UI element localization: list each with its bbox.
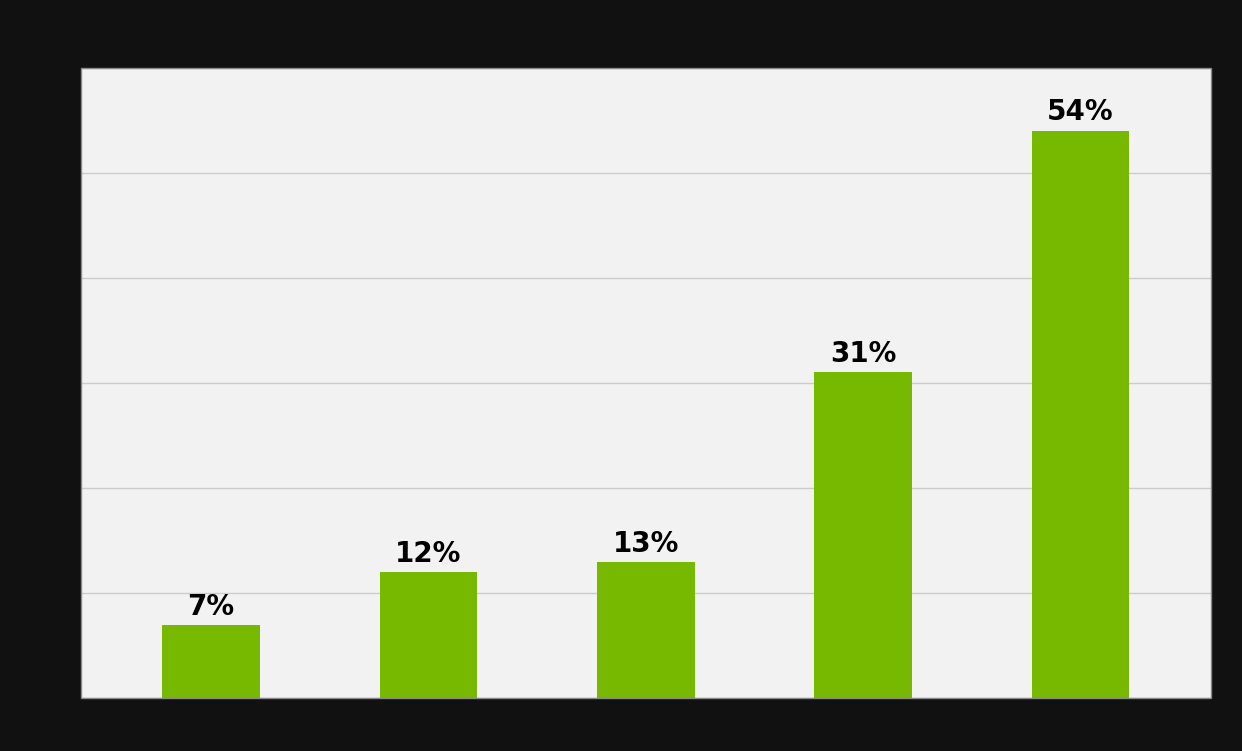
Text: 31%: 31% bbox=[830, 340, 897, 368]
Text: 54%: 54% bbox=[1047, 98, 1114, 126]
Text: 12%: 12% bbox=[395, 540, 462, 568]
Bar bbox=[380, 572, 477, 698]
Text: 7%: 7% bbox=[188, 593, 235, 620]
Bar bbox=[1032, 131, 1129, 698]
Bar bbox=[163, 625, 260, 698]
Bar bbox=[597, 562, 694, 698]
Bar bbox=[815, 372, 912, 698]
Text: 13%: 13% bbox=[612, 529, 679, 557]
